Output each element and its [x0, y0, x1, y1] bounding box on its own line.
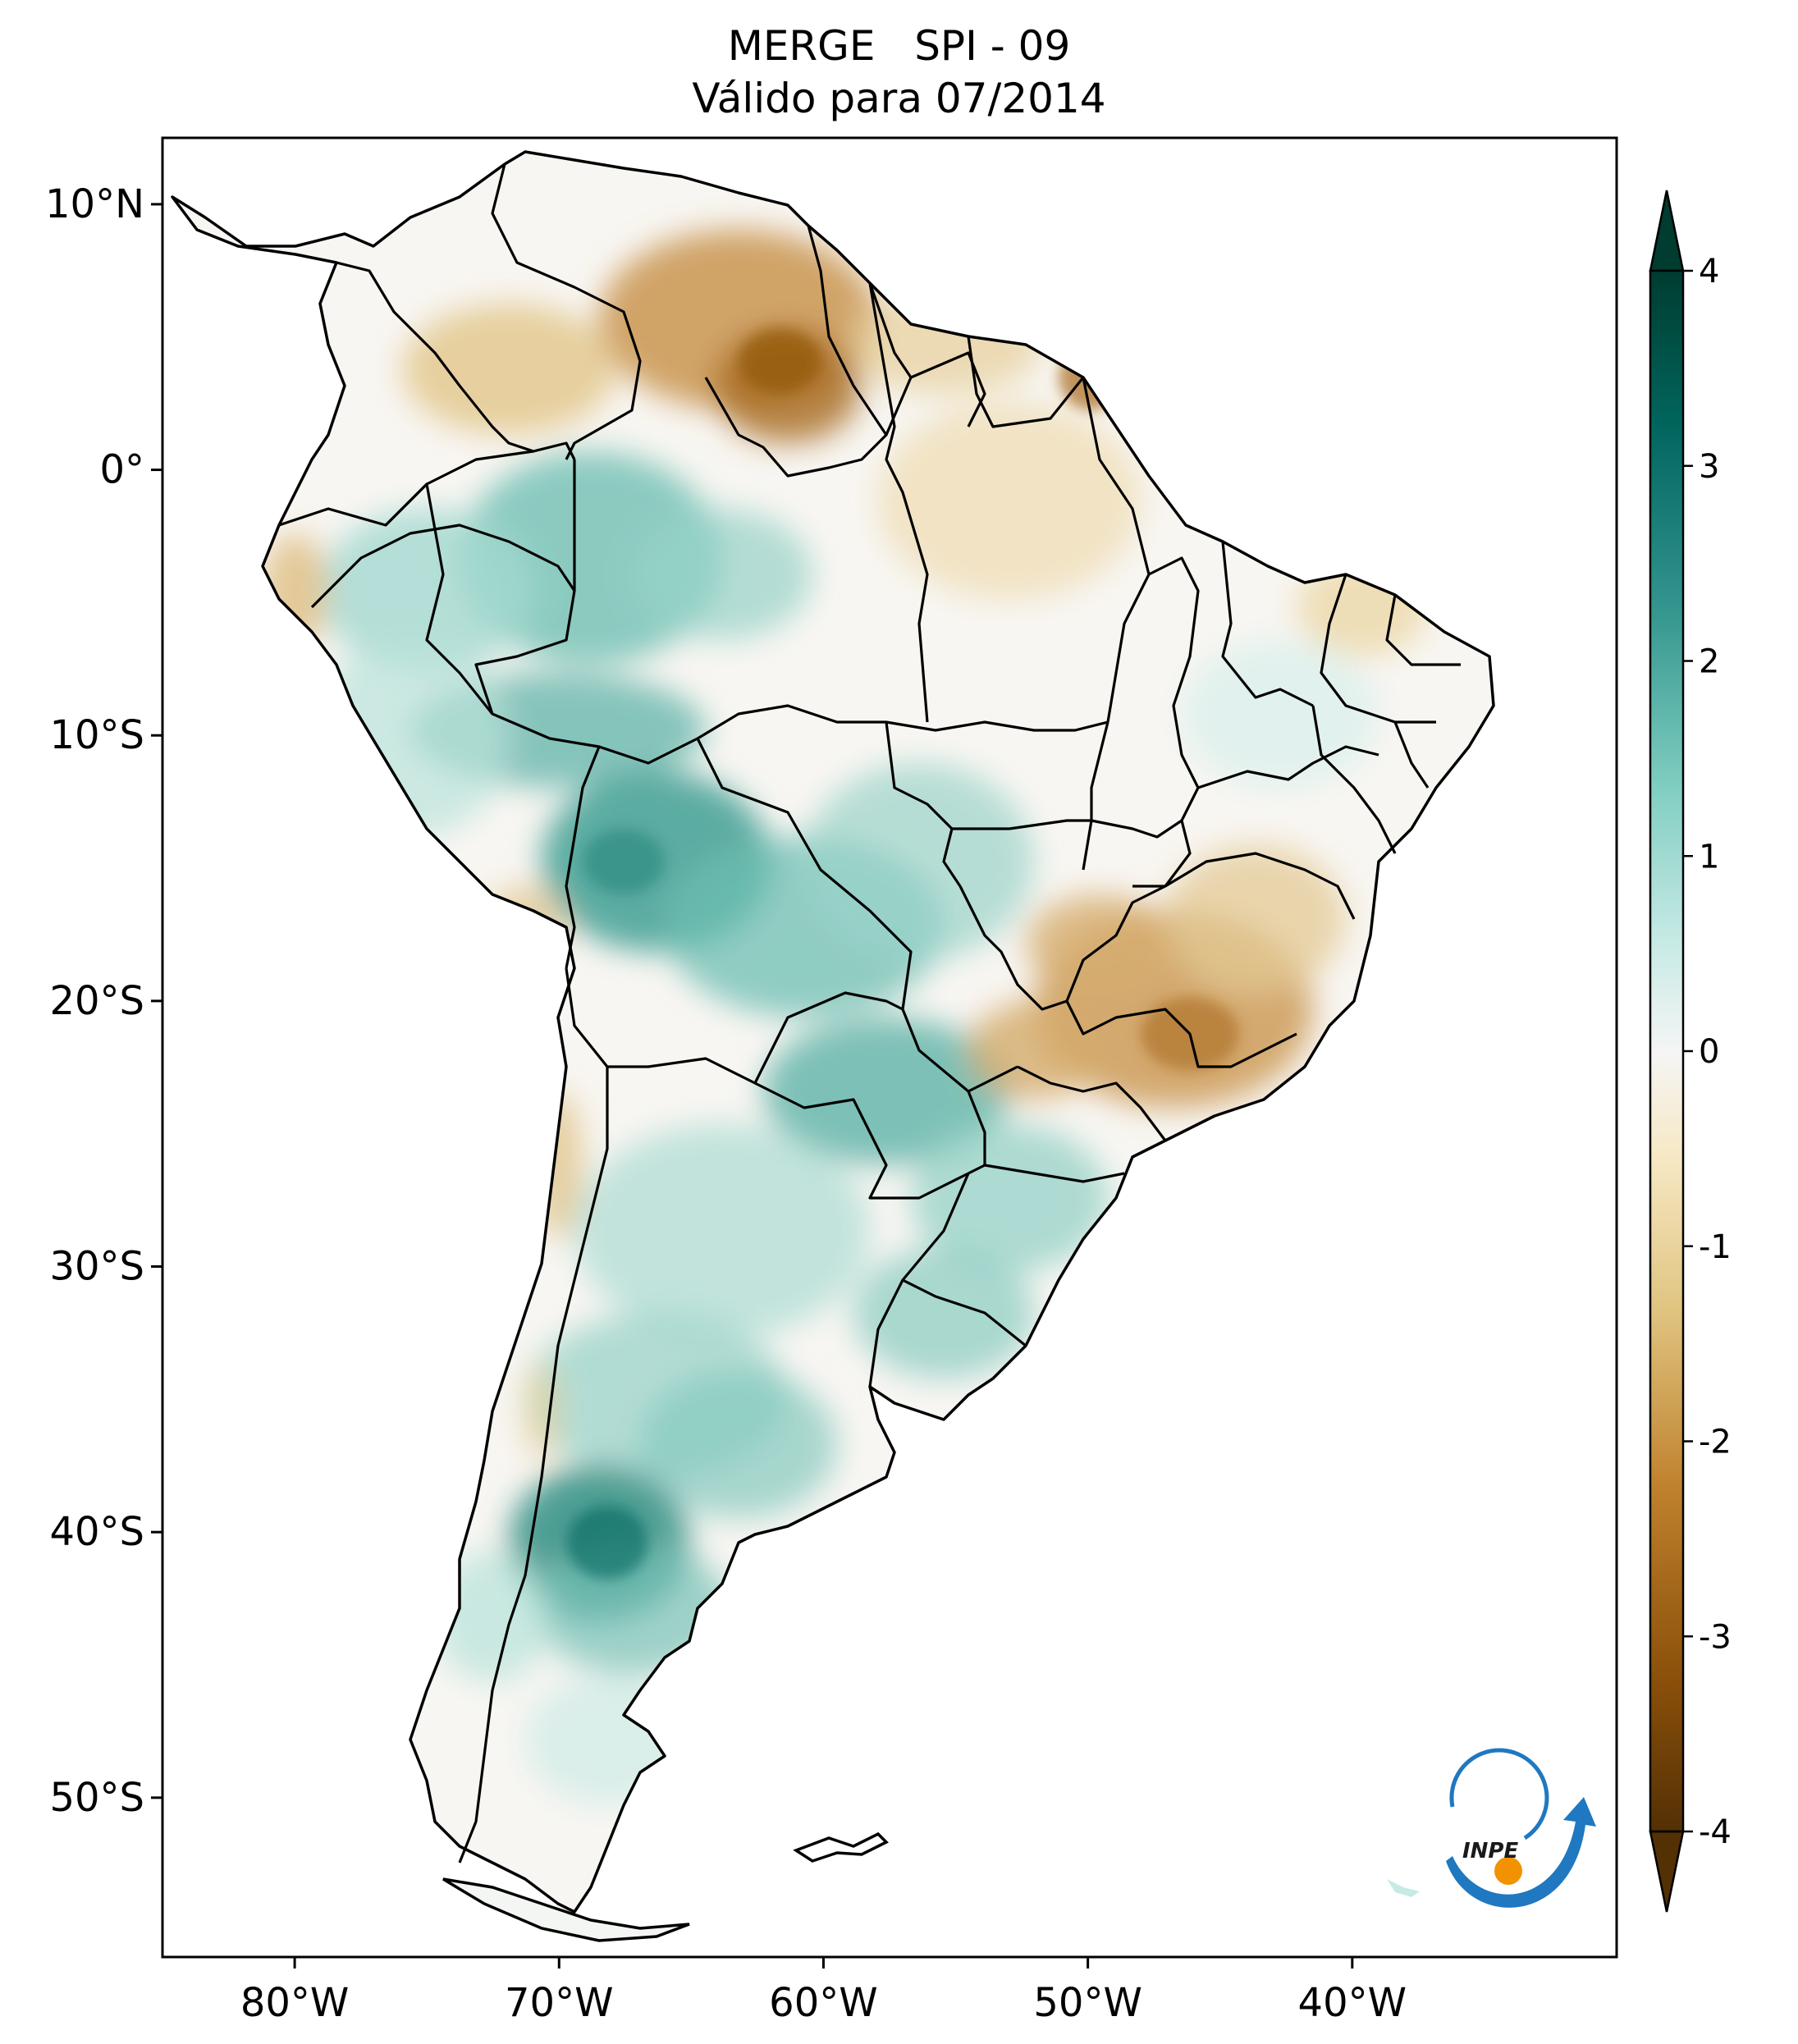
lat-tick-label: 0°	[99, 447, 144, 493]
map-title: MERGE SPI - 09	[727, 22, 1071, 70]
logo-dot-icon	[1494, 1857, 1522, 1885]
colorbar: 4 3 2 1 0 -1 -2 -3 -4	[1649, 190, 1732, 1913]
lat-tick-label: 40°S	[49, 1509, 144, 1555]
colorbar-tick-label: 4	[1699, 253, 1719, 290]
lon-tick-label: 50°W	[1033, 1980, 1142, 2026]
island-mark	[1387, 1879, 1420, 1897]
colorbar-tick-label: 3	[1699, 448, 1719, 486]
lat-tick-label: 30°S	[49, 1244, 144, 1290]
tierra-del-fuego	[442, 1877, 690, 1942]
colorbar-tick-label: 1	[1699, 838, 1719, 876]
colorbar-tick-label: 2	[1699, 643, 1719, 681]
logo-arrow-icon	[1446, 1797, 1596, 1908]
logo-orbit-icon	[1449, 1748, 1549, 1841]
lat-tick-label: 20°S	[49, 978, 144, 1024]
colorbar-tick-label: -1	[1699, 1228, 1732, 1266]
political-borders	[278, 163, 1461, 1863]
colorbar-tick-label: -4	[1699, 1813, 1732, 1851]
logo-text: INPE	[1462, 1839, 1518, 1863]
colorbar-tick-label: -3	[1699, 1618, 1732, 1656]
lon-tick-label: 80°W	[240, 1980, 350, 2026]
lat-tick-label: 10°S	[49, 712, 144, 758]
lat-tick-label: 10°N	[45, 181, 144, 227]
inpe-logo: INPE	[1446, 1748, 1596, 1908]
lon-tick-label: 60°W	[769, 1980, 878, 2026]
colorbar-tick-label: -2	[1699, 1424, 1732, 1461]
colorbar-gradient	[1650, 271, 1683, 1831]
lon-tick-label: 70°W	[505, 1980, 614, 2026]
map-subtitle: Válido para 07/2014	[692, 75, 1106, 122]
latitude-axis: 10°N 0° 10°S 20°S 30°S 40°S 50°S	[45, 181, 162, 1821]
lat-tick-label: 50°S	[49, 1775, 144, 1821]
coastline	[171, 150, 1495, 1914]
map-frame	[161, 136, 1618, 1959]
colorbar-tick-label: 0	[1699, 1033, 1719, 1071]
colorbar-extend-top	[1649, 190, 1685, 272]
longitude-axis: 80°W 70°W 60°W 50°W 40°W	[240, 1957, 1407, 2026]
falkland-islands	[793, 1831, 889, 1863]
lon-tick-label: 40°W	[1298, 1980, 1407, 2026]
colorbar-extend-bottom	[1649, 1830, 1685, 1913]
